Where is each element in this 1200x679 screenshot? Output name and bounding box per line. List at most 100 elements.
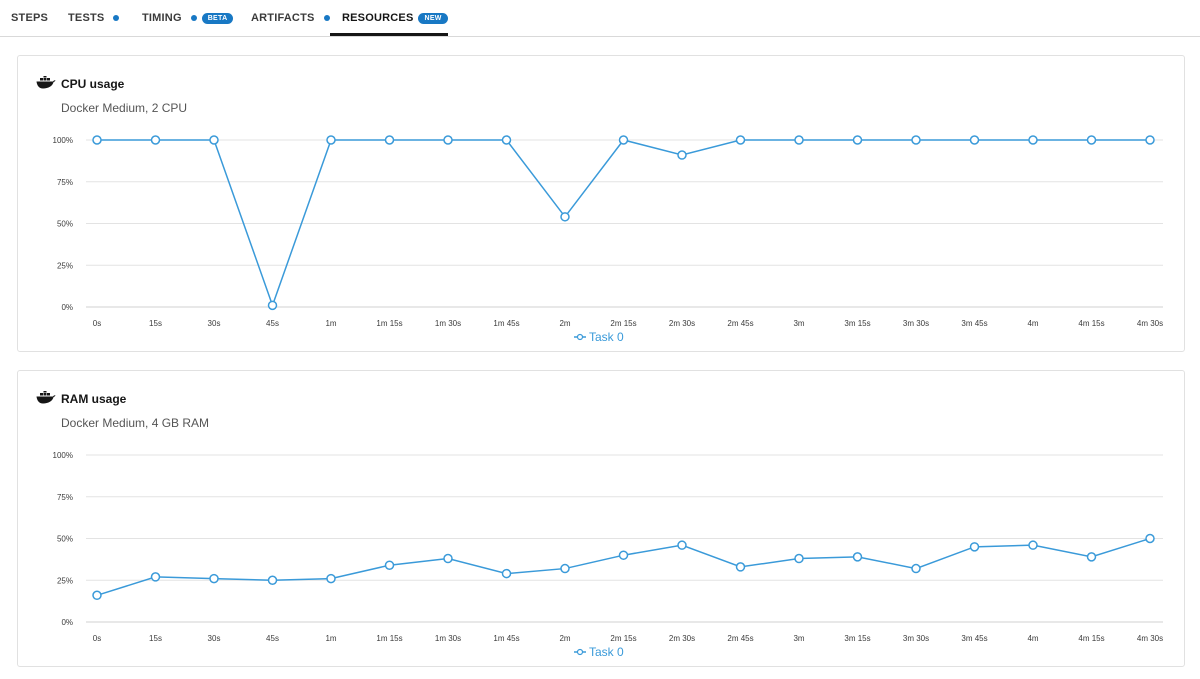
x-tick-label: 1m 45s — [493, 319, 519, 328]
data-point — [1145, 135, 1155, 145]
y-tick-label: 50% — [57, 535, 73, 544]
data-point — [677, 150, 687, 160]
tab-timing[interactable]: TIMING BETA — [142, 0, 234, 36]
data-point — [92, 590, 102, 601]
chart-subtitle: Docker Medium, 2 CPU — [61, 101, 188, 115]
x-tick-label: 0s — [93, 634, 101, 643]
data-point — [1028, 135, 1038, 145]
x-tick-label: 2m 15s — [610, 634, 636, 643]
data-point — [384, 560, 395, 570]
x-tick-label: 4m — [1027, 634, 1038, 643]
data-point — [735, 562, 746, 572]
notification-dot — [190, 15, 197, 21]
x-tick-label: 1m 45s — [493, 634, 519, 643]
data-point — [1086, 135, 1097, 145]
data-point — [911, 135, 921, 145]
data-point — [852, 552, 863, 562]
y-tick-label: 100% — [53, 136, 73, 145]
ram-usage-card: RAM usage Docker Medium, 4 GB RAM 0% 25% 5… — [17, 370, 1185, 667]
docker-icon — [36, 76, 56, 89]
data-point — [560, 563, 570, 574]
x-tick-label: 4m 30s — [1137, 634, 1163, 643]
data-point — [794, 553, 804, 564]
notification-dot — [113, 15, 120, 21]
y-tick-label: 25% — [57, 261, 73, 270]
tab-label: ARTIFACTS — [251, 12, 315, 24]
x-tick-label: 1m 15s — [376, 319, 402, 328]
y-tick-label: 75% — [57, 178, 73, 187]
x-tick-label: 3m 15s — [844, 319, 870, 328]
y-tick-label: 50% — [57, 220, 73, 229]
tab-tests[interactable]: TESTS — [68, 0, 120, 36]
x-tick-label: 4m 15s — [1078, 319, 1104, 328]
data-point — [969, 542, 980, 552]
y-tick-label: 75% — [57, 493, 73, 502]
data-point — [1086, 552, 1097, 562]
legend-marker — [576, 333, 584, 341]
tab-label: TESTS — [68, 12, 105, 24]
data-point — [326, 573, 336, 584]
new-badge: NEW — [418, 12, 448, 24]
tab-resources[interactable]: RESOURCES NEW — [342, 0, 448, 36]
data-point — [911, 563, 921, 574]
x-tick-label: 3m — [793, 319, 804, 328]
data-point — [618, 135, 629, 145]
chart-subtitle: Docker Medium, 4 GB RAM — [61, 416, 210, 430]
x-tick-label: 3m — [793, 634, 804, 643]
data-point — [560, 212, 570, 222]
x-tick-label: 1m 15s — [376, 634, 402, 643]
data-point — [1028, 540, 1038, 550]
data-point — [677, 540, 687, 550]
y-tick-label: 25% — [57, 576, 73, 585]
data-point — [501, 135, 512, 145]
beta-badge: BETA — [201, 12, 234, 24]
x-tick-label: 4m — [1027, 319, 1038, 328]
data-point — [209, 135, 219, 145]
x-tick-label: 2m — [559, 634, 570, 643]
x-tick-label: 2m 30s — [669, 319, 695, 328]
y-tick-label: 0% — [61, 618, 73, 627]
x-tick-label: 1m 30s — [435, 634, 461, 643]
data-point — [150, 135, 161, 145]
x-tick-label: 2m 30s — [669, 634, 695, 643]
x-tick-label: 1m — [325, 634, 336, 643]
x-tick-label: 0s — [93, 319, 101, 328]
chart-title: RAM usage — [61, 392, 127, 406]
legend-label: Task 0 — [589, 645, 624, 659]
x-tick-label: 45s — [266, 634, 279, 643]
data-point — [92, 135, 102, 145]
data-point — [267, 300, 278, 311]
cpu-line-chart: 0% 25% 50% 75% 100% 0s 15s 30s 45s 1m 1m 15s 1m 30s… — [53, 135, 1163, 344]
x-tick-label: 2m 15s — [610, 319, 636, 328]
legend-label: Task 0 — [589, 330, 624, 344]
x-tick-label: 15s — [149, 319, 162, 328]
data-point — [443, 553, 453, 564]
tab-steps[interactable]: STEPS — [11, 0, 48, 36]
x-tick-label: 45s — [266, 319, 279, 328]
x-tick-label: 4m 30s — [1137, 319, 1163, 328]
x-tick-label: 3m 30s — [903, 634, 929, 643]
y-tick-label: 100% — [53, 451, 73, 460]
x-tick-label: 3m 45s — [961, 319, 987, 328]
x-tick-label: 1m — [325, 319, 336, 328]
data-point — [618, 550, 629, 560]
data-point — [969, 135, 980, 145]
data-point — [501, 568, 512, 579]
x-tick-label: 2m 45s — [727, 319, 753, 328]
data-point — [794, 135, 804, 145]
y-tick-label: 0% — [61, 303, 73, 312]
series-line — [97, 139, 1150, 308]
x-tick-label: 30s — [208, 319, 221, 328]
legend-marker — [576, 648, 584, 656]
x-tick-label: 3m 15s — [844, 634, 870, 643]
x-tick-label: 2m 45s — [727, 634, 753, 643]
data-point — [1145, 533, 1155, 544]
ram-line-chart: 0% 25% 50% 75% 100% 0s 15s 30s 45s 1m 1m 15s 1m 30s… — [53, 451, 1164, 659]
tab-label: TIMING — [142, 12, 182, 24]
data-point — [443, 135, 453, 145]
active-tab-indicator — [330, 33, 448, 36]
tab-artifacts[interactable]: ARTIFACTS — [251, 0, 330, 36]
x-tick-label: 15s — [149, 634, 162, 643]
data-point — [150, 572, 161, 582]
data-point — [384, 135, 395, 145]
